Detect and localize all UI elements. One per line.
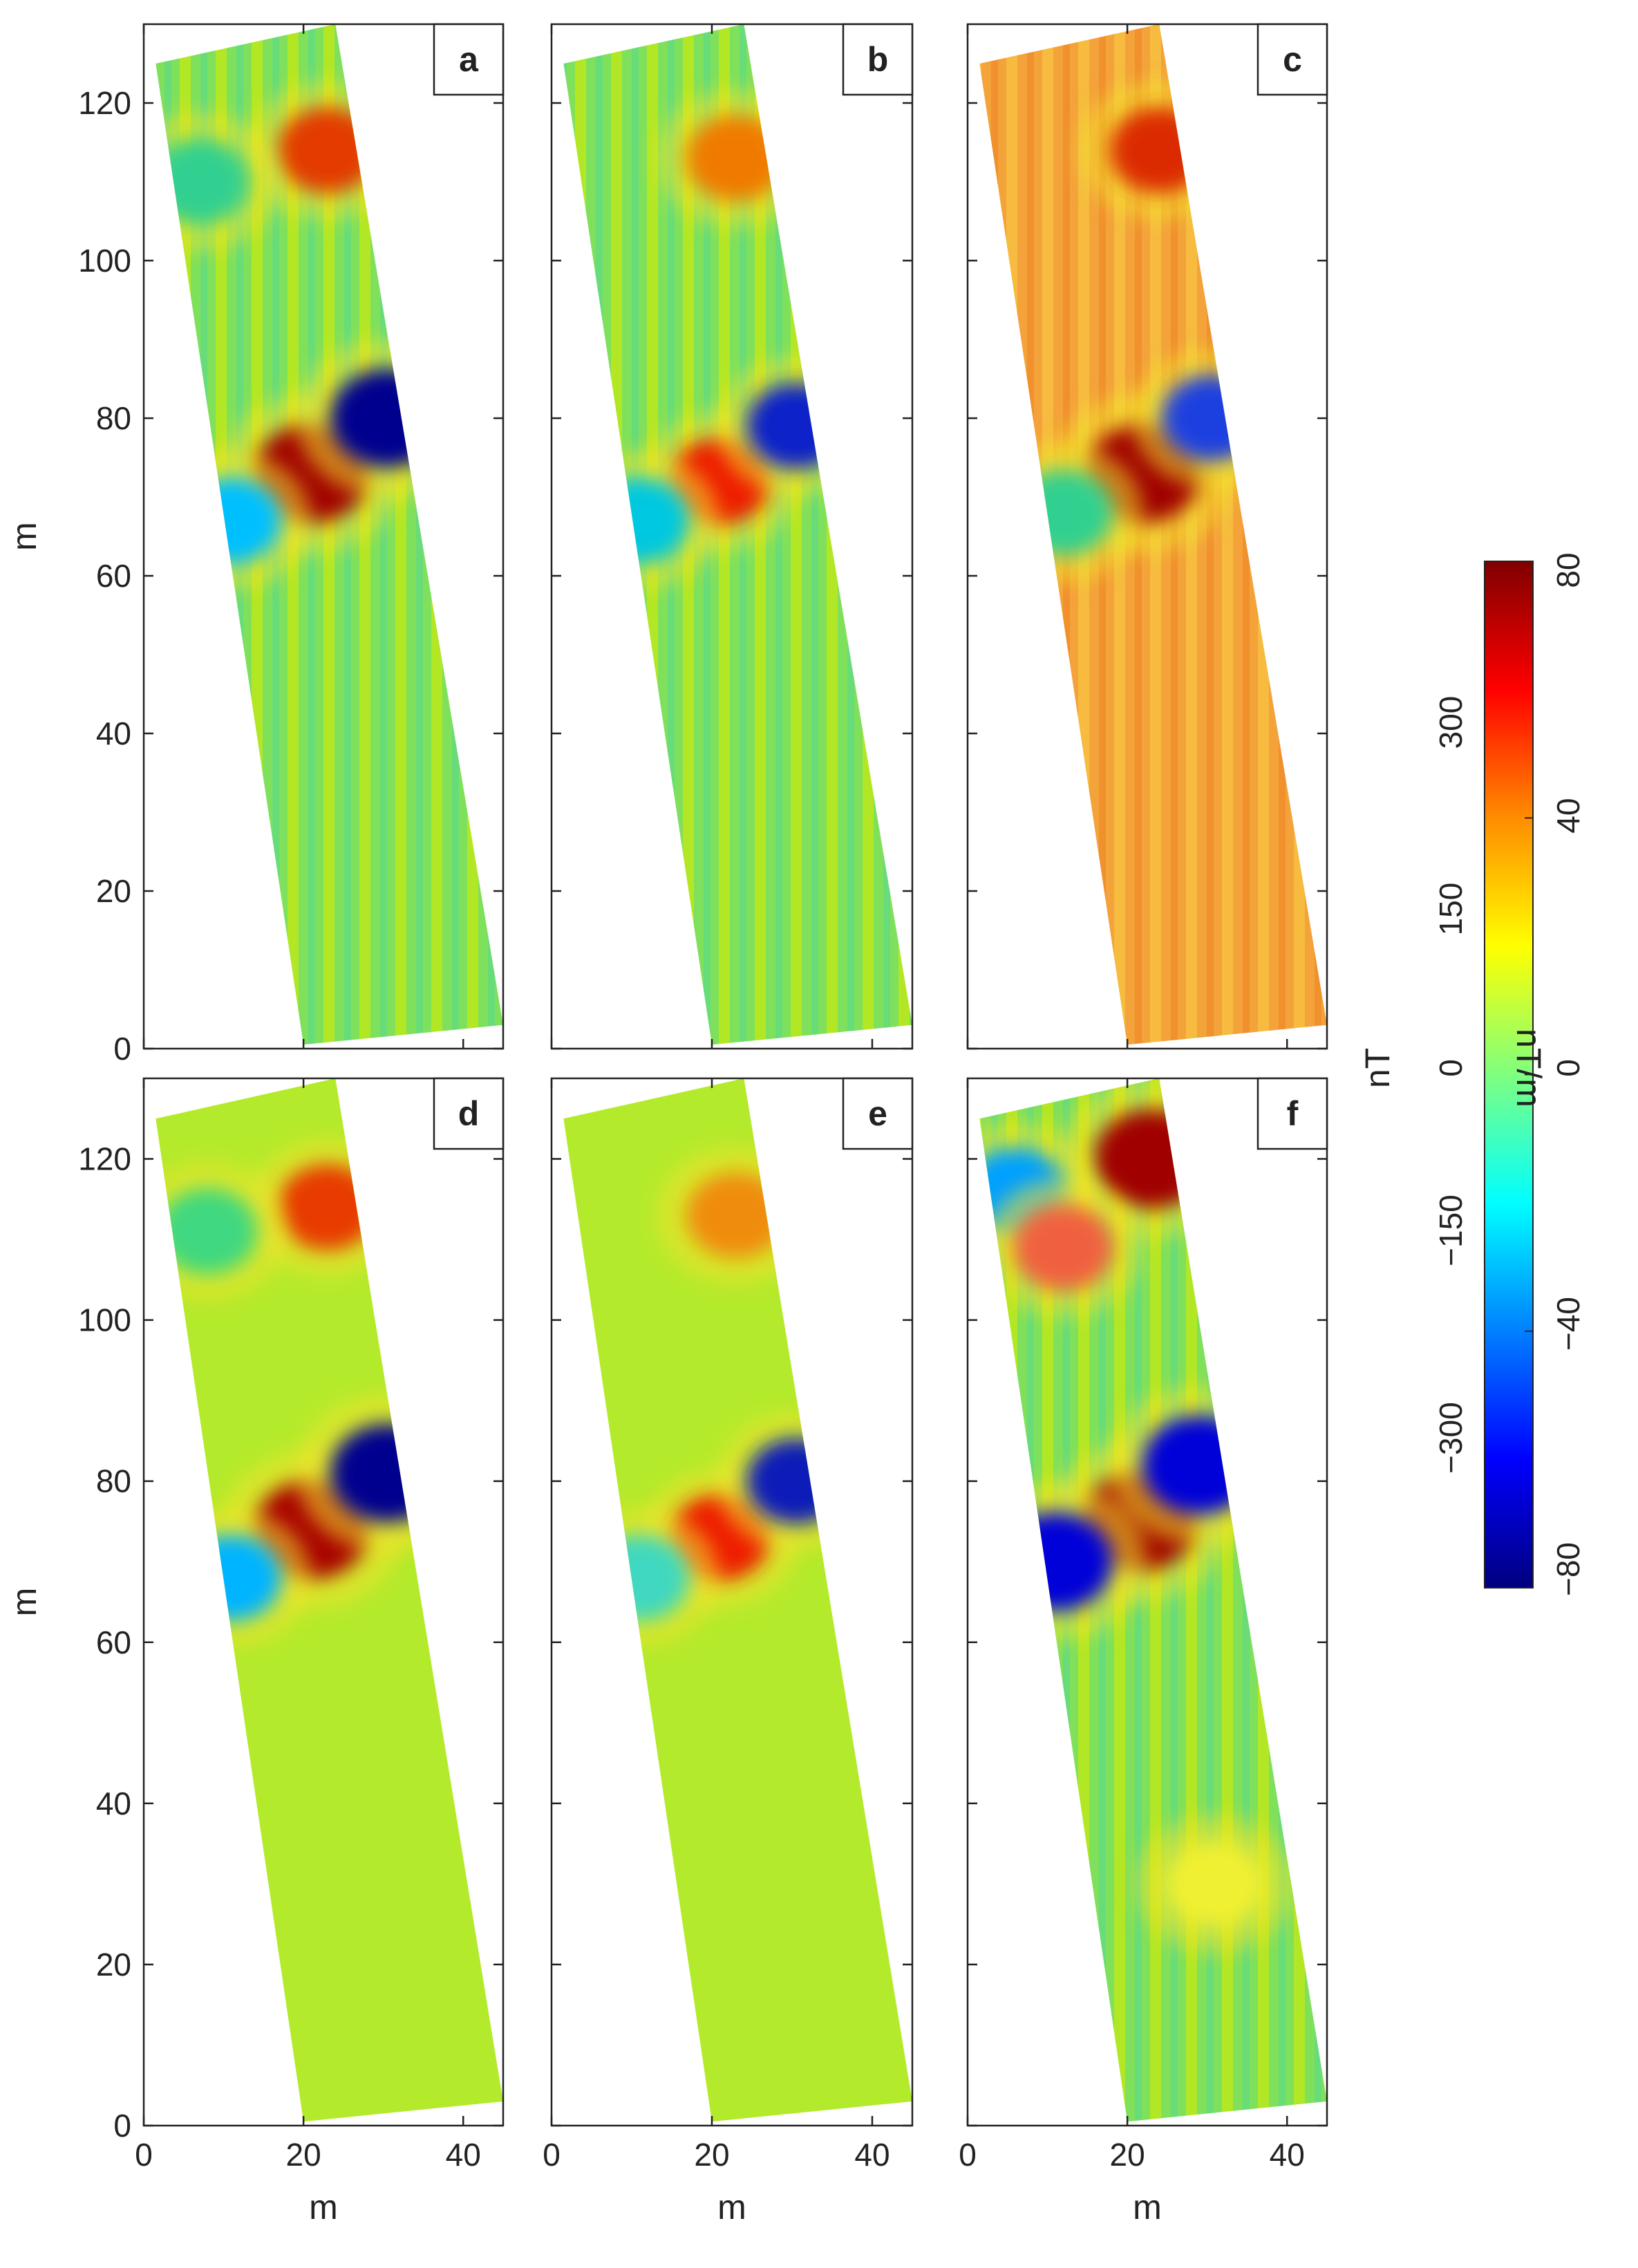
anomaly-f-2 xyxy=(1142,1416,1256,1515)
anomaly-c-0 xyxy=(1109,107,1209,194)
axes-frame-b xyxy=(550,23,914,1050)
anomaly-b-2 xyxy=(746,383,846,469)
y-axis-title-d: m xyxy=(5,1588,44,1617)
x-tick-label-f-0: 0 xyxy=(959,2137,977,2173)
anomaly-e-2 xyxy=(746,1438,846,1524)
y-tick-label-a-3: 60 xyxy=(96,558,131,594)
y-tick-label-d-0: 0 xyxy=(113,2108,131,2144)
anomaly-f-6 xyxy=(1165,1841,1265,1927)
panel-f: 0 20 40 m f xyxy=(959,1077,1328,2227)
anomaly-a-4 xyxy=(156,139,250,225)
panels-group: 0 20 40 60 80 100 120 m a b c 0 20 40 0 20 40 60 80 100 120 m… xyxy=(5,23,1328,2227)
anomaly-b-0 xyxy=(686,115,786,201)
anomaly-f-3 xyxy=(998,1512,1113,1611)
y-tick-label-d-3: 60 xyxy=(96,1624,131,1660)
y-tick-label-a-6: 120 xyxy=(78,85,131,121)
panel-label-b: b xyxy=(867,40,889,79)
colorbar-right-tick-2: 0 xyxy=(1550,1059,1586,1077)
panel-e: 0 20 40 m e xyxy=(543,1077,914,2227)
panel-a: 0 20 40 60 80 100 120 m a xyxy=(5,23,505,1067)
anomaly-a-3 xyxy=(182,478,282,564)
x-tick-label-e-1: 20 xyxy=(694,2137,729,2173)
y-tick-label-a-5: 100 xyxy=(78,243,131,279)
panel-d: 0 20 40 0 20 40 60 80 100 120 m m d xyxy=(5,1077,505,2227)
y-tick-label-d-6: 120 xyxy=(78,1141,131,1177)
panel-label-box-e xyxy=(842,1077,914,1150)
colorbar-left-tick-0: 300 xyxy=(1433,696,1469,749)
axes-frame-e xyxy=(550,1077,914,2127)
x-axis-title-f: m xyxy=(1133,2188,1162,2227)
axes-frame-f xyxy=(966,1077,1328,2127)
y-tick-label-d-5: 100 xyxy=(78,1302,131,1338)
anomaly-b-3 xyxy=(590,478,690,564)
x-tick-label-d-2: 40 xyxy=(446,2137,481,2173)
panel-label-box-a xyxy=(433,23,505,96)
panel-label-box-c xyxy=(1256,23,1328,96)
anomaly-a-2 xyxy=(330,368,445,468)
y-tick-label-d-4: 80 xyxy=(96,1463,131,1499)
y-tick-label-a-4: 80 xyxy=(96,400,131,436)
colorbar-right-label: nT/m xyxy=(1509,1029,1548,1107)
x-tick-label-e-2: 40 xyxy=(854,2137,889,2173)
y-tick-label-d-1: 20 xyxy=(96,1947,131,1983)
x-tick-label-d-0: 0 xyxy=(135,2137,153,2173)
anomaly-e-3 xyxy=(590,1535,690,1621)
axes-frame-a xyxy=(142,23,505,1050)
x-tick-label-d-1: 20 xyxy=(286,2137,321,2173)
colorbar-left-label: nT xyxy=(1358,1048,1397,1088)
anomaly-d-3 xyxy=(182,1535,282,1621)
y-tick-label-a-2: 40 xyxy=(96,715,131,751)
panel-label-box-f xyxy=(1256,1077,1328,1150)
x-tick-label-e-0: 0 xyxy=(543,2137,561,2173)
y-tick-label-a-1: 20 xyxy=(96,873,131,909)
y-tick-label-d-2: 40 xyxy=(96,1786,131,1821)
y-tick-label-a-0: 0 xyxy=(113,1031,131,1067)
x-axis-title-e: m xyxy=(717,2188,746,2227)
anomaly-f-5 xyxy=(1013,1204,1113,1291)
anomaly-d-4 xyxy=(158,1188,258,1275)
anomaly-d-2 xyxy=(330,1423,445,1523)
colorbar-left-tick-4: −300 xyxy=(1433,1402,1469,1474)
panel-label-box-b xyxy=(842,23,914,96)
x-tick-label-f-1: 20 xyxy=(1110,2137,1145,2173)
colorbar-left-tick-3: −150 xyxy=(1433,1194,1469,1266)
colorbar-right-tick-1: 40 xyxy=(1550,798,1586,833)
x-axis-title-d: m xyxy=(309,2188,338,2227)
panel-label-a: a xyxy=(459,40,479,79)
anomaly-e-0 xyxy=(686,1172,786,1259)
colorbar-left-tick-1: 150 xyxy=(1433,883,1469,936)
colorbar-right-tick-3: −40 xyxy=(1550,1297,1586,1351)
anomaly-c-2 xyxy=(1161,375,1261,461)
anomaly-a-0 xyxy=(277,107,377,194)
panel-label-box-d xyxy=(433,1077,505,1150)
colorbar: 300 150 0 −150 −300 80 40 0 −40 −80 nT nT/m xyxy=(1358,552,1586,1596)
axes-frame-d xyxy=(142,1077,505,2127)
panel-c: c xyxy=(966,23,1328,1050)
panel-label-c: c xyxy=(1283,40,1302,79)
y-axis-title-a: m xyxy=(5,522,44,551)
colorbar-right-tick-0: 80 xyxy=(1550,552,1586,588)
panel-b: b xyxy=(550,23,914,1050)
axes-frame-c xyxy=(966,23,1328,1050)
anomaly-c-3 xyxy=(1013,469,1113,556)
colorbar-right-tick-4: −80 xyxy=(1550,1542,1586,1596)
panel-label-e: e xyxy=(868,1094,887,1133)
x-tick-label-f-2: 40 xyxy=(1270,2137,1305,2173)
panel-label-d: d xyxy=(458,1094,480,1133)
colorbar-left-tick-2: 0 xyxy=(1433,1059,1469,1077)
anomaly-d-0 xyxy=(277,1164,377,1250)
panel-label-f: f xyxy=(1287,1094,1299,1133)
